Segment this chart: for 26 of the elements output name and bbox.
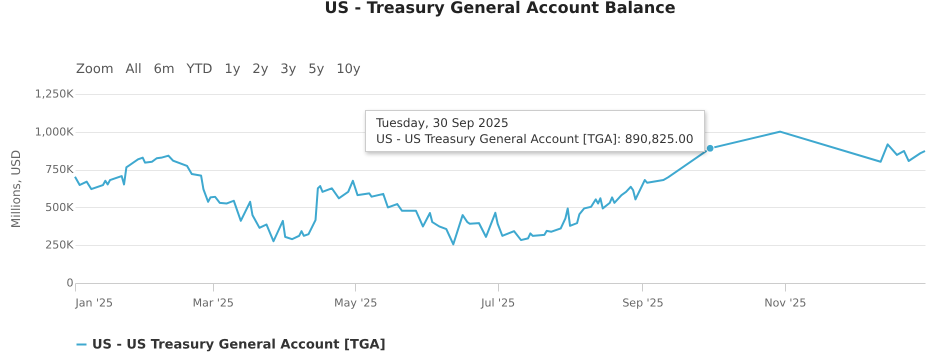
- text: 6m: [152, 61, 176, 79]
- x-tick-label: Mar '25: [192, 296, 234, 310]
- text: Zoom: [75, 61, 114, 79]
- annotation: Tuesday, 30 Sep 2025 US - US Treasury General Account [TGA]: 890,825.00: [365, 110, 705, 152]
- text: 2y: [251, 61, 270, 79]
- text: 3y: [279, 61, 298, 79]
- x-tick-label: Nov '25: [764, 296, 806, 310]
- legend-label: US - US Treasury General Account [TGA]: [92, 338, 386, 352]
- x-tick-label: Sep '25: [622, 296, 664, 310]
- chart-title: US - Treasury General Account Balance: [324, 0, 676, 17]
- text: All: [124, 61, 143, 79]
- text: 10y: [335, 61, 362, 79]
- y-tick-label: 0: [66, 276, 74, 290]
- y-tick-label: 750K: [45, 163, 74, 176]
- y-tick-label: 500K: [45, 200, 74, 214]
- x-tick-label: Jul '25: [480, 296, 516, 310]
- y-tick-label: 1,250K: [34, 88, 74, 100]
- x-tick-label: May '25: [334, 296, 378, 310]
- y-axis-title: Millions, USD: [8, 150, 23, 228]
- y-tick-label: 1,000K: [34, 125, 74, 138]
- line-series: [74, 130, 926, 246]
- text: 5y: [307, 61, 326, 79]
- x-tick-label: Jan '25: [74, 296, 113, 310]
- y-tick-label: 250K: [45, 238, 74, 252]
- text: 1y: [223, 61, 242, 79]
- text: YTD: [186, 61, 214, 79]
